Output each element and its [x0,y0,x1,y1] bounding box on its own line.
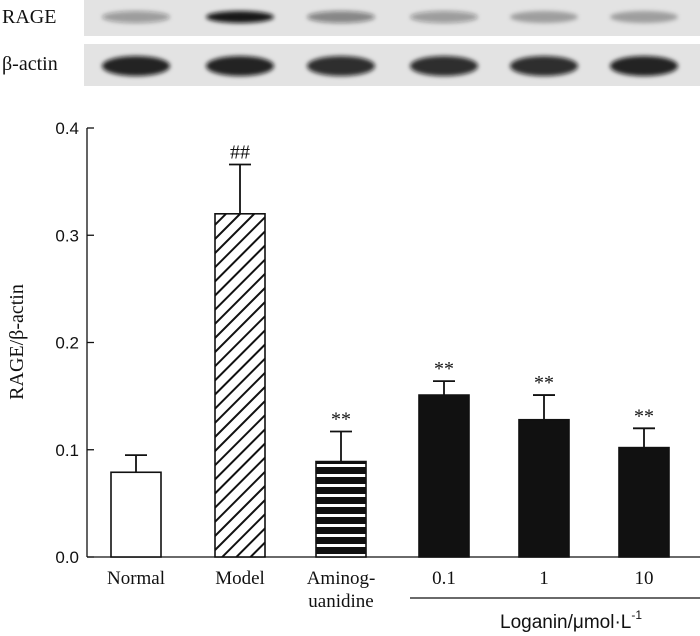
blot-band [610,11,678,23]
category-labels: Normal Model Aminog-uanidine 0.1 1 10 [107,568,654,612]
blot-bands [102,11,678,76]
significance-mark: ** [634,405,654,427]
category-label: Model [215,568,265,589]
y-tick-label: 0.0 [55,548,79,567]
western-blot: RAGE β-actin [2,0,700,86]
y-tick-label: 0.4 [55,119,79,138]
bar-0-1 [418,394,470,558]
significance-mark: ** [434,358,454,380]
category-label: 0.1 [432,568,456,589]
blot-band [102,56,170,76]
blot-band [102,11,170,23]
category-label: 10 [635,568,654,589]
category-label: Aminog- [307,568,376,589]
y-tick-label: 0.1 [55,441,79,460]
category-label: uanidine [308,591,373,612]
bars: ## ** ** ** ** [110,141,670,558]
blot-band [410,56,478,76]
category-label: Normal [107,568,165,589]
blot-band [307,56,375,76]
blot-band [610,56,678,76]
significance-mark: ** [331,409,351,431]
significance-mark: ## [230,141,250,163]
significance-mark: ** [534,372,554,394]
y-ticks: 0.0 0.1 0.2 0.3 0.4 [55,119,94,567]
blot-label-actin: β-actin [2,53,58,75]
blot-label-rage: RAGE [2,6,56,28]
blot-band [307,11,375,23]
y-tick-label: 0.3 [55,226,79,245]
blot-band [510,56,578,76]
bar-10 [618,446,670,558]
blot-band [510,11,578,23]
y-tick-label: 0.2 [55,334,79,353]
bar-aminoguanidine [315,460,367,558]
actin-blot-strip [84,44,700,86]
blot-band [206,56,274,76]
category-label: 1 [539,568,549,589]
rage-blot-strip [84,0,700,36]
blot-band [410,11,478,23]
blot-band [206,11,274,23]
y-axis-label: RAGE/β-actin [6,284,28,400]
bar-normal [110,471,162,558]
bar-1 [518,418,570,558]
bar-model [214,213,266,558]
bar-chart: 0.00.10.20.30.4 RAGE/β-actin ##******** … [6,119,700,633]
loganin-group-label: Loganin/μmol·L-1 [500,608,642,633]
